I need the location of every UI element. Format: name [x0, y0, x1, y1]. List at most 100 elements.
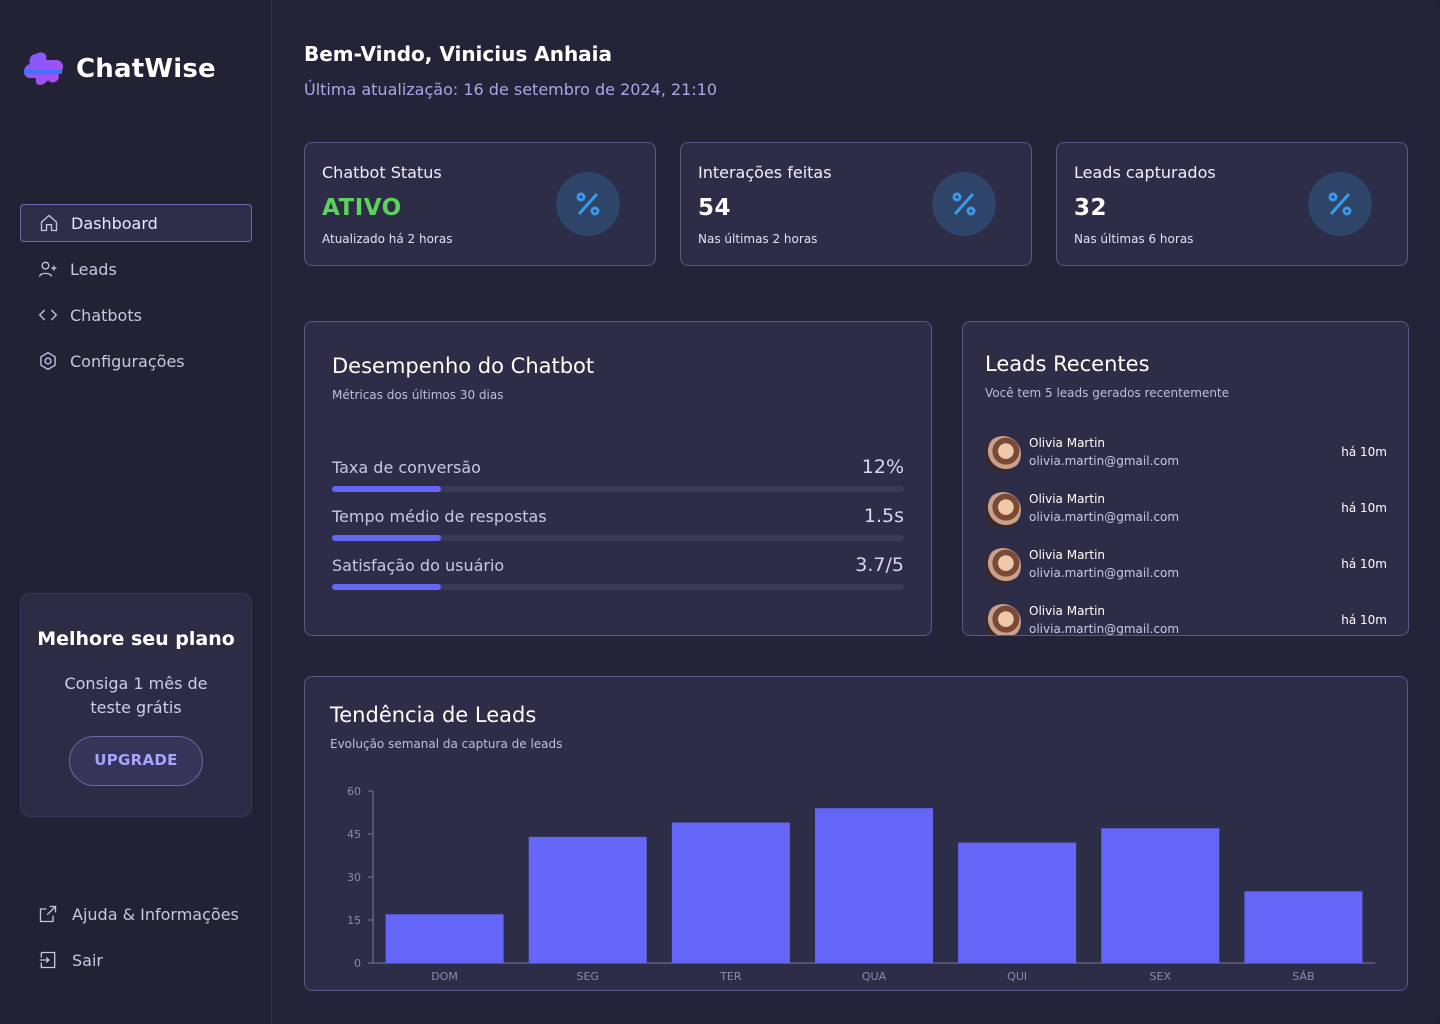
sidebar-item-label: Configurações: [70, 351, 185, 371]
upgrade-title: Melhore seu plano: [37, 628, 235, 650]
y-tick-label: 60: [347, 785, 361, 798]
recent-leads-title: Leads Recentes: [985, 352, 1150, 376]
metric-response-time: Tempo médio de respostas 1.5s: [332, 505, 904, 541]
percent-icon: [932, 172, 996, 236]
bar: [815, 808, 933, 963]
x-tick-label: SEG: [576, 970, 598, 983]
list-item[interactable]: Olivia Martin olivia.martin@gmail.com há…: [985, 546, 1387, 586]
lead-time: há 10m: [1341, 613, 1387, 627]
bar: [528, 836, 647, 963]
recent-leads-subtitle: Você tem 5 leads gerados recentemente: [985, 386, 1230, 400]
y-tick-label: 0: [354, 957, 361, 970]
bar: [385, 914, 504, 963]
bar: [958, 842, 1077, 963]
stat-card-leads: Leads capturados 32 Nas últimas 6 horas: [1056, 142, 1408, 266]
trend-subtitle: Evolução semanal da captura de leads: [330, 737, 563, 751]
settings-icon: [40, 351, 56, 371]
recent-leads-panel: Leads Recentes Você tem 5 leads gerados …: [962, 321, 1409, 636]
lead-email: olivia.martin@gmail.com: [1029, 566, 1180, 580]
stat-subtitle: Nas últimas 2 horas: [698, 232, 818, 246]
stat-card-interacoes: Interações feitas 54 Nas últimas 2 horas: [680, 142, 1032, 266]
performance-title: Desempenho do Chatbot: [332, 354, 595, 378]
sidebar-item-configuracoes[interactable]: Configurações: [20, 342, 252, 380]
stat-subtitle: Nas últimas 6 horas: [1074, 232, 1194, 246]
avatar: [985, 436, 1021, 472]
external-link-icon: [39, 905, 57, 923]
avatar: [985, 604, 1021, 635]
page-title: Bem-Vindo, Vinicius Anhaia: [304, 42, 613, 66]
trend-title: Tendência de Leads: [330, 703, 537, 727]
metric-satisfaction: Satisfação do usuário 3.7/5: [332, 554, 904, 590]
lead-name: Olivia Martin: [1029, 436, 1106, 450]
list-item[interactable]: Olivia Martin olivia.martin@gmail.com há…: [985, 490, 1387, 530]
stat-title: Interações feitas: [698, 163, 832, 182]
bar: [671, 822, 790, 963]
x-tick-label: DOM: [431, 970, 458, 983]
lead-email: olivia.martin@gmail.com: [1029, 622, 1180, 636]
logout-icon: [39, 951, 56, 969]
chatwise-logo-icon: [22, 48, 66, 90]
y-tick-label: 15: [347, 914, 361, 927]
percent-icon: [1308, 172, 1372, 236]
sidebar: ChatWise Dashboard Leads Chatbots Config…: [0, 0, 272, 1024]
leads-trend-panel: Tendência de Leads Evolução semanal da c…: [304, 676, 1408, 991]
sidebar-item-label: Leads: [70, 259, 117, 279]
avatar: [985, 492, 1021, 528]
y-tick-label: 45: [347, 828, 361, 841]
x-tick-label: QUA: [862, 970, 887, 983]
metric-label: Taxa de conversão: [332, 458, 481, 477]
stat-value: 54: [698, 195, 732, 221]
stat-title: Chatbot Status: [322, 163, 442, 182]
progress-fill: [332, 535, 441, 541]
x-tick-label: QUI: [1007, 970, 1027, 983]
stat-subtitle: Atualizado há 2 horas: [322, 232, 453, 246]
help-link[interactable]: Ajuda & Informações: [38, 898, 239, 930]
sidebar-item-dashboard[interactable]: Dashboard: [20, 204, 252, 242]
code-icon: [38, 309, 58, 321]
last-updated: Última atualização: 16 de setembro de 20…: [304, 80, 718, 99]
sidebar-item-chatbots[interactable]: Chatbots: [20, 296, 252, 334]
upgrade-button[interactable]: UPGRADE: [69, 736, 203, 786]
list-item[interactable]: Olivia Martin olivia.martin@gmail.com há…: [985, 602, 1387, 636]
upgrade-text: Consiga 1 mês de teste grátis: [64, 674, 208, 717]
x-tick-label: SÁB: [1292, 970, 1314, 983]
upgrade-card: Melhore seu plano Consiga 1 mês de teste…: [20, 593, 252, 817]
help-label: Ajuda & Informações: [72, 904, 239, 924]
lead-email: olivia.martin@gmail.com: [1029, 454, 1180, 468]
stat-value: ATIVO: [322, 195, 402, 221]
lead-time: há 10m: [1341, 445, 1387, 459]
logout-link[interactable]: Sair: [38, 944, 239, 976]
lead-email: olivia.martin@gmail.com: [1029, 510, 1180, 524]
app-name: ChatWise: [76, 54, 216, 84]
leads-bar-chart: 0 15 30 45 60 DOM SEG TER QUA QUI SEX SÁB: [347, 785, 1375, 983]
bar: [1101, 828, 1220, 963]
main-content: Bem-Vindo, Vinicius Anhaia Última atuali…: [272, 0, 1440, 1024]
list-item[interactable]: Olivia Martin olivia.martin@gmail.com há…: [985, 434, 1387, 474]
performance-panel: Desempenho do Chatbot Métricas dos últim…: [304, 321, 932, 636]
sidebar-item-label: Chatbots: [70, 305, 142, 325]
stat-value: 32: [1074, 195, 1108, 221]
lead-name: Olivia Martin: [1029, 492, 1106, 506]
progress-fill: [332, 584, 441, 590]
metric-label: Tempo médio de respostas: [332, 507, 547, 526]
stat-card-chatbot-status: Chatbot Status ATIVO Atualizado há 2 hor…: [304, 142, 656, 266]
progress-track: [332, 486, 904, 492]
sidebar-bottom-nav: Ajuda & Informações Sair: [38, 898, 239, 990]
sidebar-item-label: Dashboard: [71, 213, 158, 233]
sidebar-item-leads[interactable]: Leads: [20, 250, 252, 288]
avatar: [985, 548, 1021, 584]
x-tick-label: TER: [719, 970, 742, 983]
lead-time: há 10m: [1341, 501, 1387, 515]
bar: [1244, 891, 1363, 963]
logout-label: Sair: [72, 950, 103, 970]
progress-track: [332, 584, 904, 590]
lead-name: Olivia Martin: [1029, 548, 1106, 562]
metric-label: Satisfação do usuário: [332, 556, 505, 575]
sidebar-nav: Dashboard Leads Chatbots Configurações: [20, 204, 252, 388]
stat-title: Leads capturados: [1074, 163, 1216, 182]
x-tick-label: SEX: [1150, 970, 1172, 983]
metric-value: 12%: [861, 456, 904, 478]
logo[interactable]: ChatWise: [22, 48, 216, 90]
percent-icon: [556, 172, 620, 236]
